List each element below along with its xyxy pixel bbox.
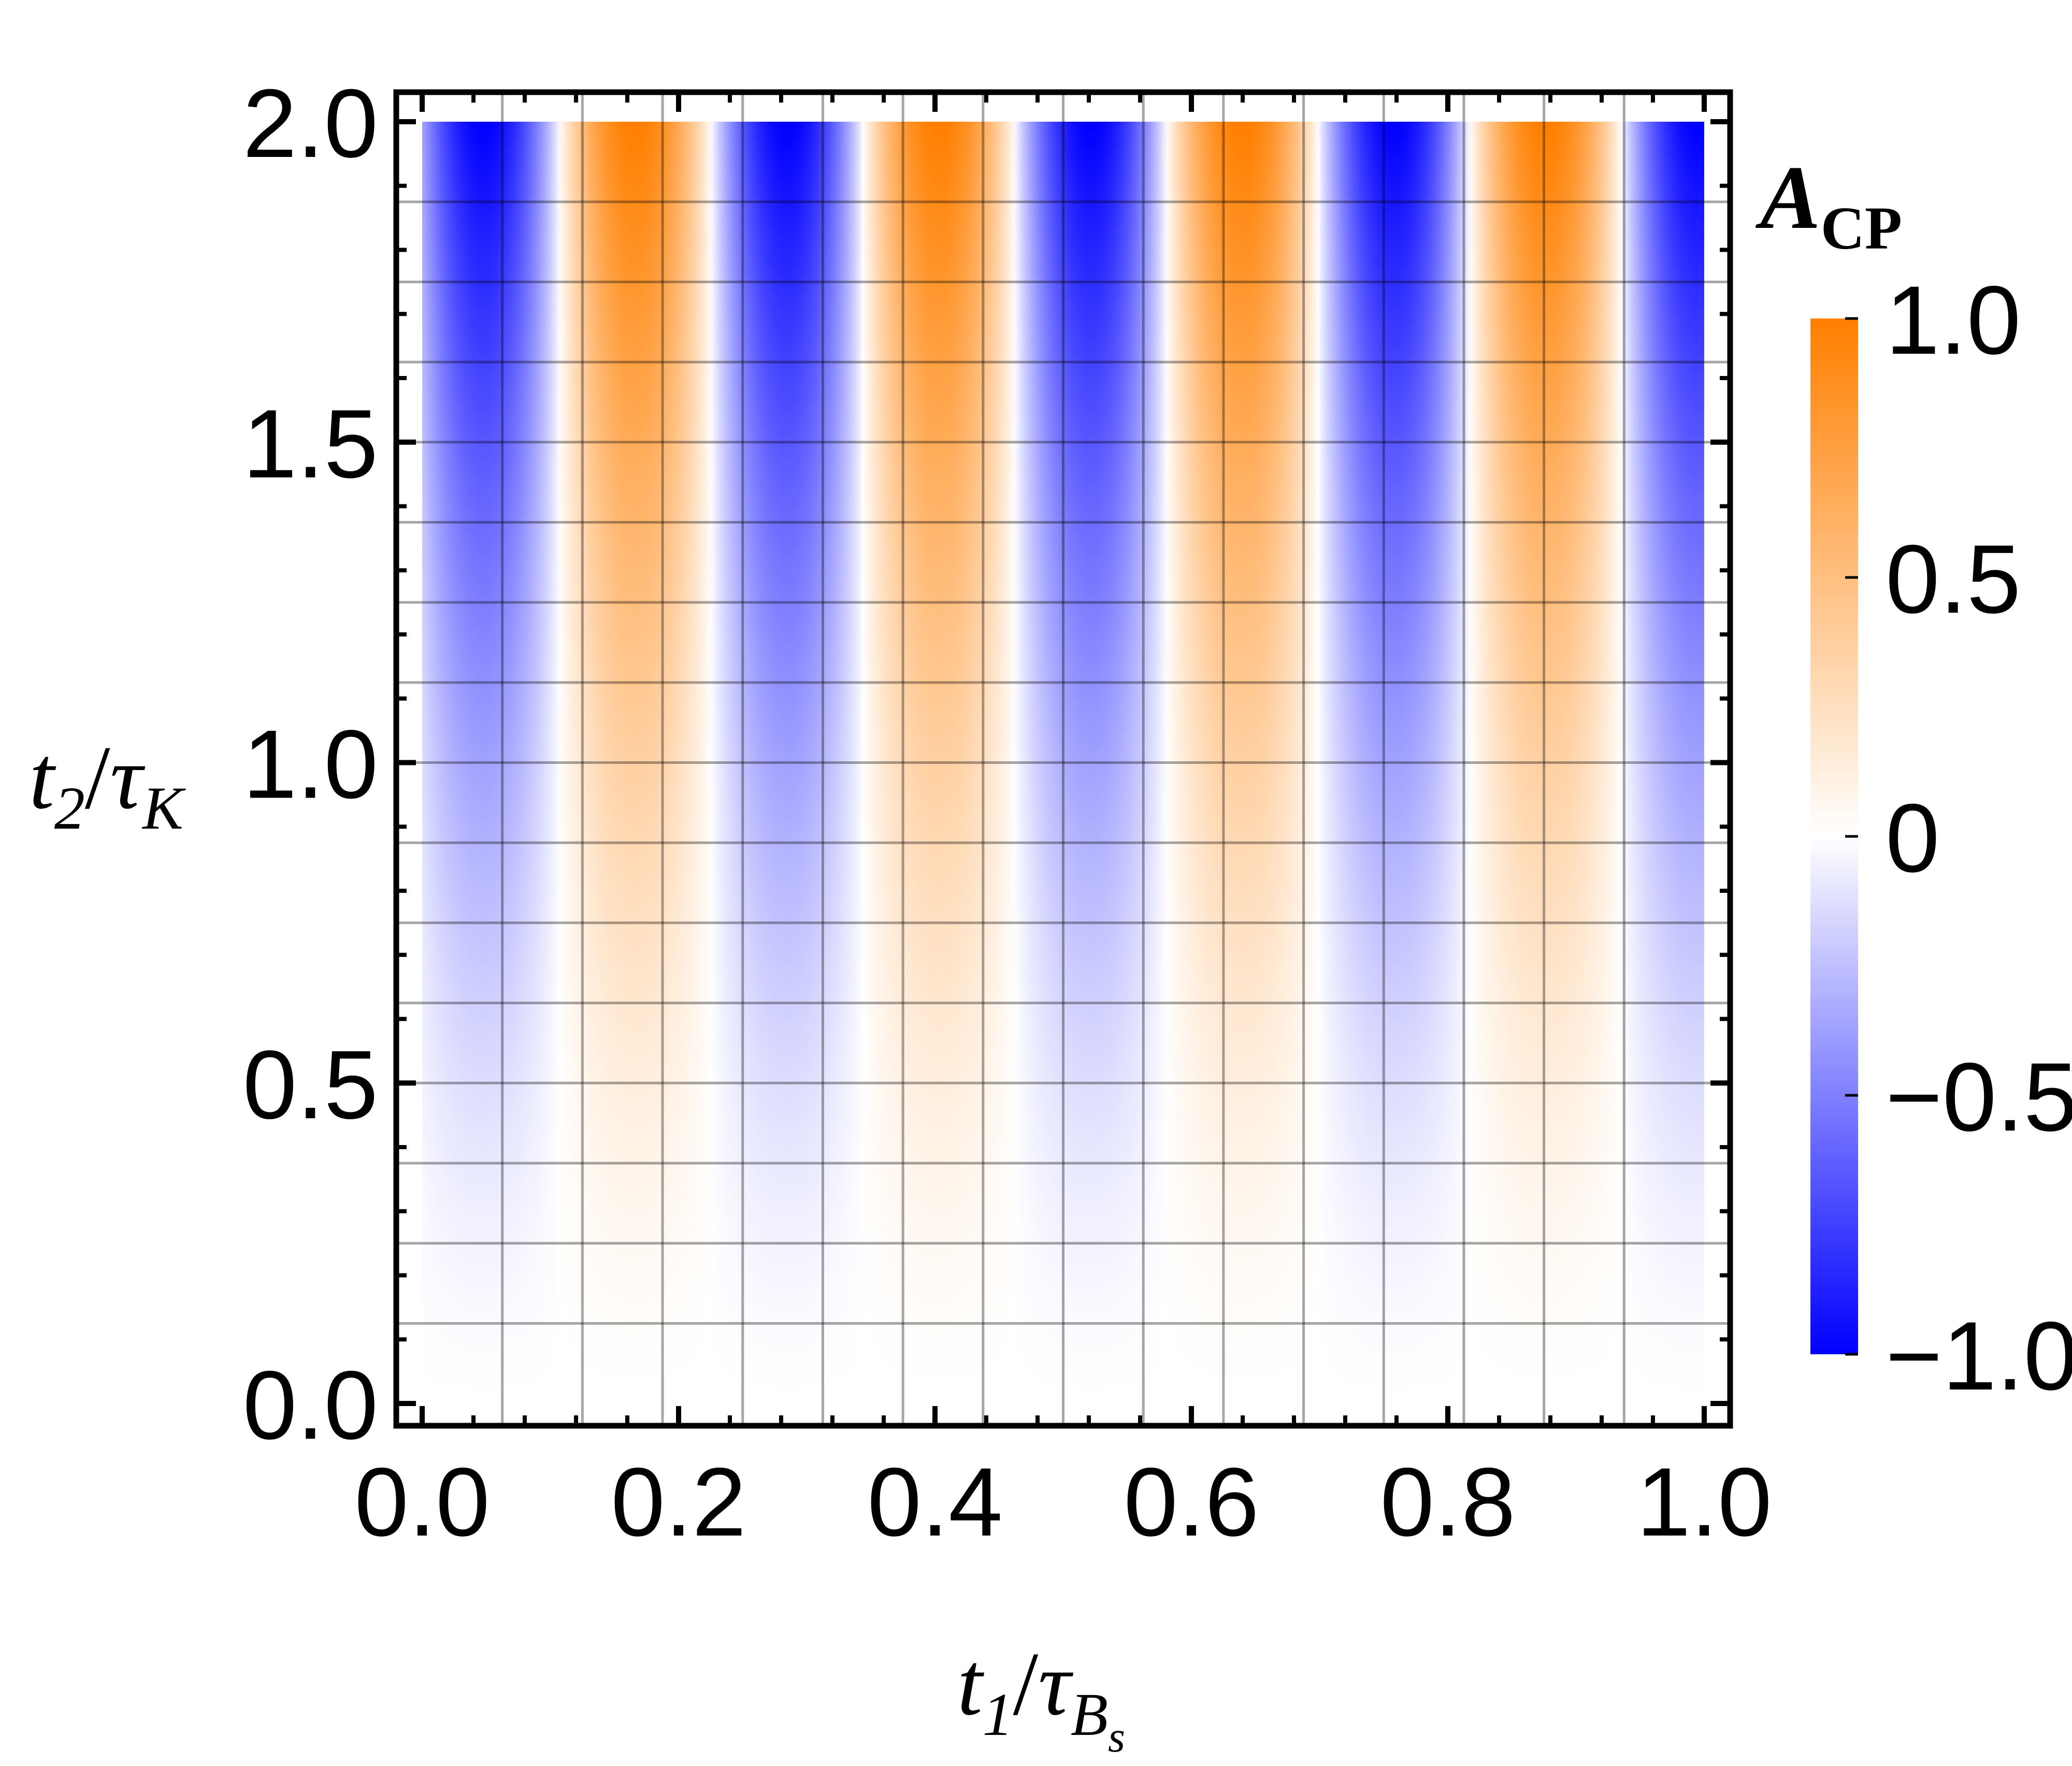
y-tick-label: 1.0 <box>243 710 378 819</box>
y-axis-title-greek-sub: K <box>141 774 186 842</box>
y-tick-label: 0.5 <box>243 1030 378 1139</box>
colorbar-ticks <box>1845 317 1858 1356</box>
x-axis-title-slash: / <box>1013 1633 1039 1734</box>
colorbar-tick-label: −1.0 <box>1886 1301 2072 1410</box>
colorbar: 1.0 0.5 0 −0.5 −1.0 ACP <box>1755 147 2072 1410</box>
y-tick-labels: 0.0 0.5 1.0 1.5 2.0 <box>243 69 378 1459</box>
colorbar-tick-label: 0 <box>1886 784 1940 892</box>
colorbar-tick-labels: 1.0 0.5 0 −0.5 −1.0 <box>1886 266 2072 1410</box>
axis-ticks <box>396 92 1730 1426</box>
x-tick-labels: 0.0 0.2 0.4 0.6 0.8 1.0 <box>354 1447 1772 1556</box>
colorbar-title-sub: CP <box>1821 194 1902 262</box>
x-axis-title-greek-sub: B <box>1071 1681 1108 1748</box>
colorbar-tick-label: 1.0 <box>1886 266 2021 374</box>
colorbar-title-main: A <box>1755 147 1821 248</box>
x-tick-label: 0.6 <box>1124 1447 1259 1556</box>
y-axis-title-sub: 2 <box>54 774 85 842</box>
x-axis-title-greek: τ <box>1038 1633 1073 1734</box>
x-tick-label: 1.0 <box>1636 1447 1772 1556</box>
y-axis-title: t2/τK <box>29 727 186 842</box>
x-tick-label: 0.4 <box>867 1447 1002 1556</box>
plot-frame <box>393 89 1733 1429</box>
heatmap-image <box>422 122 1704 1403</box>
y-axis-title-greek: τ <box>110 727 145 828</box>
colorbar-tick-label: 0.5 <box>1886 525 2021 633</box>
y-tick-label: 1.5 <box>243 389 378 498</box>
x-axis-title-main: t <box>957 1633 985 1734</box>
y-axis-title-slash: / <box>85 727 110 828</box>
grid-lines <box>396 92 1730 1426</box>
heatmap-area <box>422 122 1704 1403</box>
y-tick-label: 2.0 <box>243 69 378 178</box>
x-tick-label: 0.0 <box>354 1447 490 1556</box>
x-axis-title: t1/τBs <box>957 1633 1125 1761</box>
x-axis-title-sub: 1 <box>983 1681 1013 1748</box>
y-tick-label: 0.0 <box>243 1351 378 1459</box>
colorbar-title: ACP <box>1755 147 1902 262</box>
x-axis-title-greek-subsub: s <box>1108 1713 1125 1761</box>
x-tick-label: 0.2 <box>611 1447 746 1556</box>
colorbar-tick-label: −0.5 <box>1886 1043 2072 1151</box>
y-axis-title-main: t <box>29 727 56 828</box>
x-tick-label: 0.8 <box>1380 1447 1515 1556</box>
